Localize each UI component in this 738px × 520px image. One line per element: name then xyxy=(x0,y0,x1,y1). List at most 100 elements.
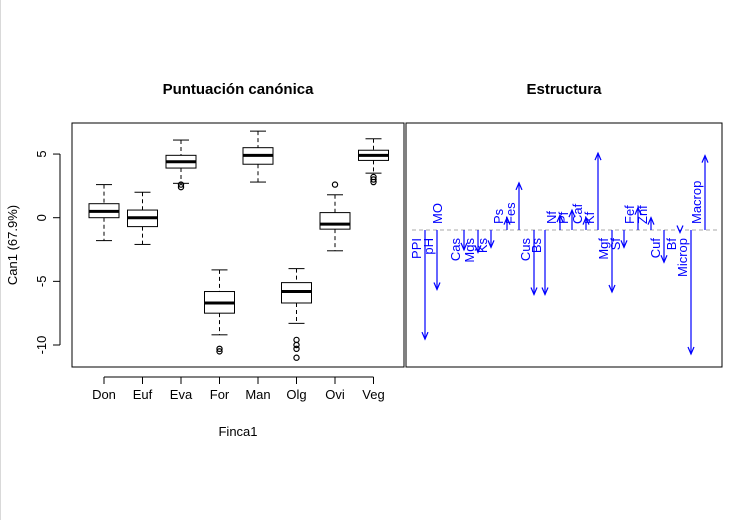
vector-label: Ps xyxy=(491,208,506,224)
vector-fes: Fes xyxy=(503,181,523,230)
boxplot-boxes xyxy=(88,130,389,361)
boxplot-x-label: Finca1 xyxy=(218,424,257,439)
vector-label: PPI xyxy=(409,238,424,259)
vector-label: Cus xyxy=(518,238,533,262)
box-for xyxy=(204,269,235,355)
box-man xyxy=(242,130,274,183)
y-tick-label: 5 xyxy=(34,150,49,157)
boxplot-plot-frame xyxy=(71,122,405,368)
box-veg xyxy=(358,138,389,186)
outlier-point xyxy=(216,348,223,355)
vector-arrowhead xyxy=(556,213,564,223)
vector-arrowhead xyxy=(676,225,684,235)
vector-arrowhead xyxy=(582,216,590,225)
box-iqr xyxy=(319,212,351,230)
vector-ppi: PPI xyxy=(409,230,429,341)
box-eva xyxy=(165,139,197,191)
vector-bs: Bs xyxy=(529,230,549,297)
vector-znf: Znf xyxy=(635,205,655,230)
boxplot-x-axis: Don Euf Eva For Man Olg Ovi Veg xyxy=(92,376,385,402)
structure-plot-frame xyxy=(405,122,723,368)
outlier-point xyxy=(370,176,377,183)
outlier-point xyxy=(216,345,223,353)
x-tick-label: Don xyxy=(92,387,116,402)
x-tick-label: Ovi xyxy=(325,387,345,402)
y-tick-label: -5 xyxy=(34,276,49,288)
vector-arrowhead xyxy=(487,240,495,249)
vector-caf: Caf xyxy=(570,203,590,230)
vector-label: Bf xyxy=(664,238,679,251)
boxplot-y-label: Can1 (67.9%) xyxy=(5,205,20,285)
vector-arrowhead xyxy=(460,242,468,252)
vector-sf: Sf xyxy=(608,230,628,251)
vector-label: MO xyxy=(430,203,445,224)
vector-arrowhead xyxy=(594,151,602,161)
x-tick-label: Euf xyxy=(133,387,153,402)
vector-arrowhead xyxy=(608,284,616,294)
vector-label: Fes xyxy=(503,202,518,224)
vector-arrowhead xyxy=(503,216,511,225)
vector-bf: Bf xyxy=(664,225,684,251)
vector-label: Ks xyxy=(475,238,490,254)
x-tick-label: Eva xyxy=(170,387,193,402)
vector-arrowhead xyxy=(687,346,695,356)
vector-arrowhead xyxy=(530,287,538,297)
vector-mo: MO xyxy=(430,203,445,224)
vector-arrowhead xyxy=(421,331,429,341)
vector-ks: Ks xyxy=(475,230,495,254)
vector-label: Kf xyxy=(582,211,597,224)
box-euf xyxy=(127,191,158,245)
vector-arrowhead xyxy=(433,282,441,292)
outlier-point xyxy=(370,173,377,181)
vector-macrop: Macrop xyxy=(689,154,709,230)
x-tick-label: For xyxy=(210,387,230,402)
vector-arrowhead xyxy=(647,216,655,225)
vector-cuf: Cuf xyxy=(648,230,668,264)
vector-label: Nf xyxy=(544,211,559,224)
vector-ps: Ps xyxy=(491,208,511,230)
box-olg xyxy=(281,268,312,361)
vector-microp: Microp xyxy=(675,230,695,356)
y-tick-label: -10 xyxy=(34,336,49,355)
vector-label: Microp xyxy=(675,238,690,277)
vector-mgs: Mgs xyxy=(462,230,482,263)
vector-arrowhead xyxy=(620,240,628,249)
vector-arrowhead xyxy=(634,206,642,215)
box-don xyxy=(88,184,120,242)
vector-fef: Fef xyxy=(622,205,642,230)
outlier-point xyxy=(293,336,300,344)
vector-label: Znf xyxy=(635,205,650,224)
outlier-point xyxy=(293,341,300,349)
box-ovi xyxy=(319,181,351,252)
vector-mgf: Mgf xyxy=(596,230,616,294)
vector-label: Sf xyxy=(608,238,623,251)
outlier-point xyxy=(177,181,185,188)
vector-arrowhead xyxy=(474,245,482,254)
vector-nf: Nf xyxy=(544,211,564,230)
vector-label: Fef xyxy=(622,205,637,224)
y-tick-label: 0 xyxy=(34,214,49,221)
vector-label: pH xyxy=(421,238,436,255)
vector-label: Macrop xyxy=(689,181,704,224)
outlier-point xyxy=(293,354,300,361)
vector-label: Cas xyxy=(448,238,463,262)
vector-label: Caf xyxy=(570,203,585,224)
vector-arrowhead xyxy=(660,255,668,264)
vector-arrowhead xyxy=(568,208,576,218)
vector-arrowhead xyxy=(515,181,523,191)
x-tick-label: Veg xyxy=(362,387,384,402)
vector-label: Bs xyxy=(529,238,544,254)
vector-label: Cuf xyxy=(648,238,663,259)
vector-ph: pH xyxy=(421,230,441,292)
boxplot-title: Puntuación canónica xyxy=(163,81,315,98)
vector-cas: Cas xyxy=(448,230,468,262)
vector-arrowhead xyxy=(541,287,549,297)
window-edge xyxy=(0,0,1,520)
vector-label: Mgf xyxy=(596,238,611,260)
outlier-point xyxy=(293,345,300,353)
structure-title: Estructura xyxy=(526,81,602,98)
x-tick-label: Olg xyxy=(286,387,306,402)
x-tick-label: Man xyxy=(245,387,270,402)
